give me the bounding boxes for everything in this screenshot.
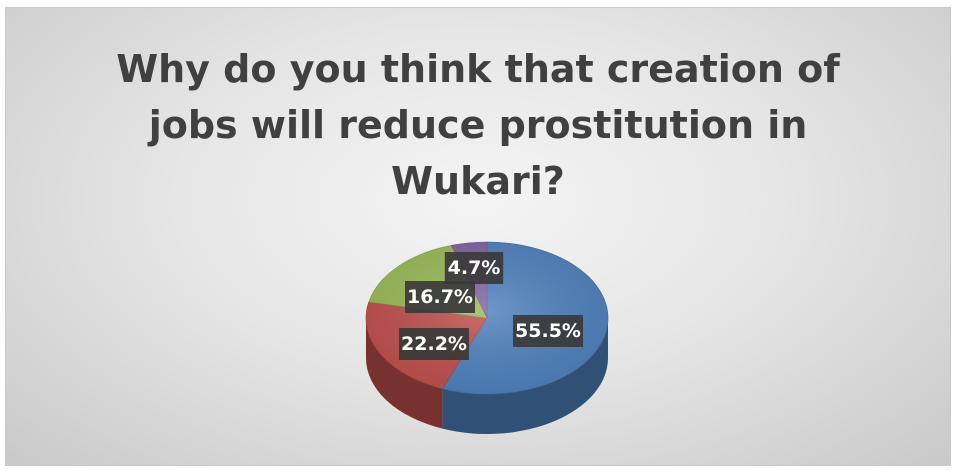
data-label-box-3 (405, 281, 475, 313)
data-label-1: 55.5% (513, 315, 583, 347)
data-label-4: 4.7% (444, 252, 504, 284)
data-label-text-2: 22.2% (401, 333, 467, 355)
data-label-box-1 (513, 315, 583, 347)
data-label-box-4 (444, 252, 504, 284)
pie-sides (366, 318, 608, 435)
pie-slice-side-1 (442, 318, 608, 435)
data-label-3: 16.7% (405, 281, 475, 313)
chart-title: Why do you think that creation of jobs w… (6, 41, 950, 209)
data-label-box-2 (399, 328, 469, 360)
chart-title-line-2: jobs will reduce prostitution in (148, 103, 808, 147)
chart-title-line-1: Why do you think that creation of (116, 47, 840, 91)
data-label-text-1: 55.5% (515, 320, 581, 342)
data-label-text-3: 16.7% (407, 286, 473, 308)
data-label-2: 22.2% (399, 328, 469, 360)
data-label-text-4: 4.7% (448, 257, 501, 279)
chart-title-line-3: Wukari? (391, 159, 565, 203)
pie-data-labels: 55.5% 22.2% 16.7% 4.7% (399, 252, 583, 360)
pie-slice-side-2 (366, 318, 443, 429)
